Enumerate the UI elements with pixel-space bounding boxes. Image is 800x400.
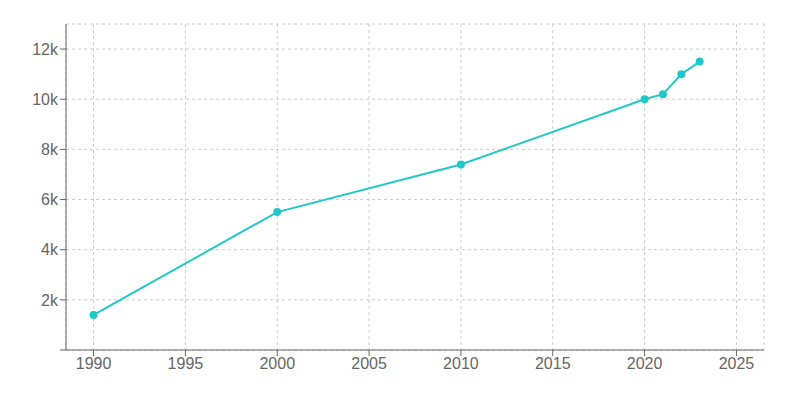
svg-text:10k: 10k [32, 91, 59, 108]
svg-text:1990: 1990 [76, 355, 112, 372]
svg-text:6k: 6k [41, 191, 59, 208]
svg-text:8k: 8k [41, 141, 59, 158]
svg-text:2010: 2010 [443, 355, 479, 372]
svg-text:12k: 12k [32, 41, 59, 58]
svg-text:2025: 2025 [719, 355, 755, 372]
svg-text:2k: 2k [41, 292, 59, 309]
svg-text:2005: 2005 [351, 355, 387, 372]
svg-text:1995: 1995 [168, 355, 204, 372]
svg-text:2000: 2000 [259, 355, 295, 372]
svg-text:2020: 2020 [627, 355, 663, 372]
svg-text:4k: 4k [41, 241, 59, 258]
svg-text:2015: 2015 [535, 355, 571, 372]
